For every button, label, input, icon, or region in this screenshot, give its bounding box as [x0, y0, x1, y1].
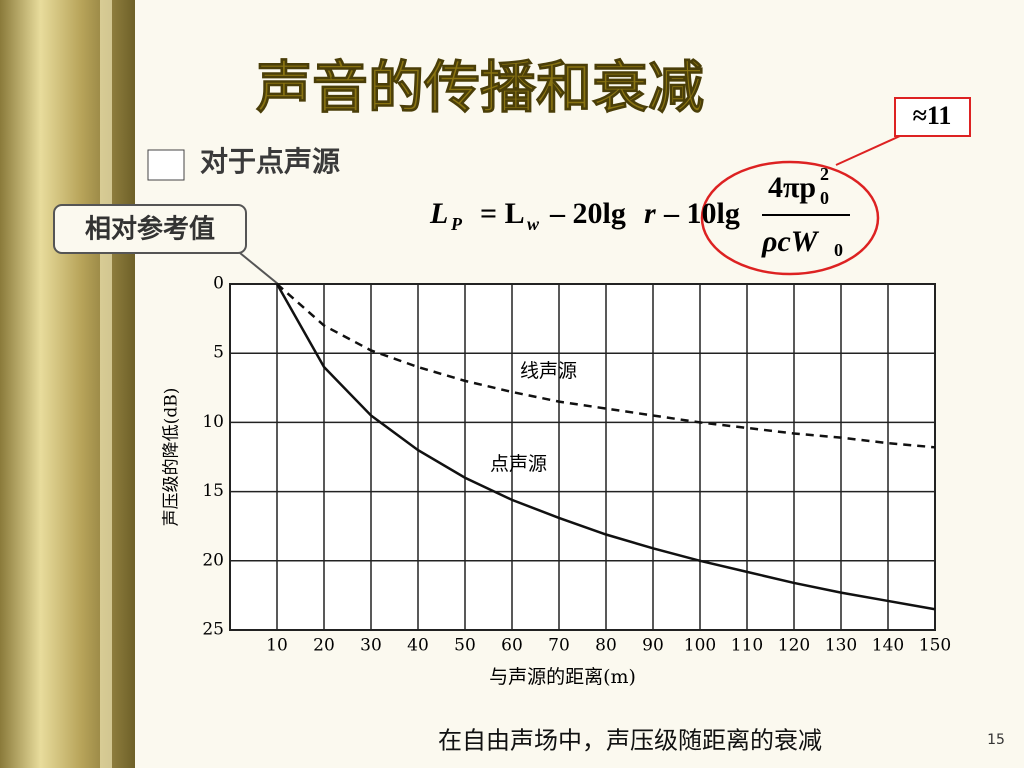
approx-text: ≈11 [913, 101, 952, 130]
highlight-ellipse [700, 160, 880, 276]
chart: 0 5 10 15 20 25 10 20 30 40 50 60 70 80 90 100 110 120 130… [162, 274, 952, 689]
bullet-text: 对于点声源 [200, 145, 340, 178]
formula-part: ρcW [761, 225, 820, 258]
y-axis-label: 声压级的降低(dB) [162, 388, 182, 527]
formula-part: = L [480, 197, 525, 230]
y-tick-label: 15 [202, 481, 224, 501]
x-tick-label: 80 [595, 636, 617, 656]
pillar-highlight [100, 0, 112, 768]
x-tick-label: 70 [548, 636, 570, 656]
formula-part: 0 [834, 240, 843, 260]
formula-part: r [644, 197, 656, 230]
y-tick-label: 0 [213, 274, 224, 294]
x-tick-label: 10 [266, 636, 288, 656]
x-tick-label: 40 [407, 636, 429, 656]
series-label: 点声源 [490, 453, 547, 475]
y-tick-label: 25 [202, 620, 224, 640]
x-tick-label: 140 [872, 636, 904, 656]
callout-pointer [239, 252, 279, 285]
x-tick-label: 60 [501, 636, 523, 656]
y-tick-label: 10 [202, 412, 224, 432]
x-tick-label: 30 [360, 636, 382, 656]
x-tick-label: 100 [684, 636, 716, 656]
callout-ref: 相对参考值 [85, 214, 215, 245]
callout-box [53, 204, 247, 254]
formula-part: w [527, 214, 540, 234]
y-tick-label: 20 [202, 550, 224, 570]
approx-pointer [835, 135, 901, 166]
x-tick-label: 90 [642, 636, 664, 656]
formula-part: 4πp [768, 171, 816, 204]
slide-title: 声音的传播和衰减 [256, 56, 704, 121]
formula: L P = L w – 20lg r – 10lg 4πp 0 2 ρcW 0 [429, 164, 850, 260]
series-label: 线声源 [520, 360, 577, 382]
approx-box [894, 97, 971, 137]
formula-part: L [429, 197, 448, 230]
bullet-icon [147, 149, 185, 181]
caption: 在自由声场中，声压级随距离的衰减 [438, 727, 822, 755]
formula-part: 0 [820, 188, 829, 208]
x-tick-label: 150 [919, 636, 951, 656]
formula-part: P [450, 214, 463, 234]
x-tick-label: 110 [731, 636, 763, 656]
x-tick-label: 20 [313, 636, 335, 656]
plot-frame [229, 283, 936, 631]
data-line [276, 283, 936, 449]
formula-part: – 10lg [663, 197, 740, 230]
data-line [275, 283, 936, 611]
formula-part: 2 [820, 164, 829, 184]
x-tick-label: 50 [454, 636, 476, 656]
x-tick-label: 130 [825, 636, 857, 656]
page-number: 15 [987, 732, 1005, 748]
x-tick-label: 120 [778, 636, 810, 656]
side-pillar [0, 0, 135, 768]
x-axis-label: 与声源的距离(m) [489, 666, 636, 688]
formula-part: – 20lg [549, 197, 626, 230]
y-tick-label: 5 [213, 343, 224, 363]
